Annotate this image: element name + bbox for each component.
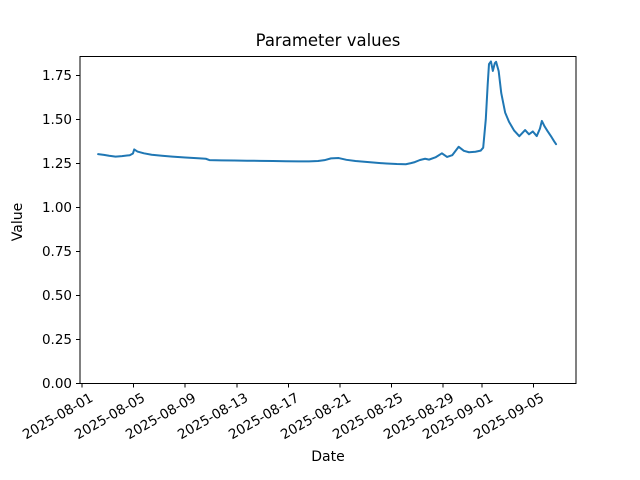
y-axis-label: Value (10, 202, 26, 242)
y-tick-label: 1.25 (41, 155, 72, 172)
y-tick-label: 1.50 (41, 111, 72, 128)
series-line-parameter-value (97, 60, 558, 166)
y-tick-label: 1.75 (41, 67, 72, 84)
y-tick-label: 0.50 (41, 287, 72, 304)
chart-title: Parameter values (255, 31, 401, 50)
axes-spines (79, 56, 577, 384)
y-tick-label: 0.25 (41, 331, 72, 348)
y-tick-label: 0.75 (41, 243, 72, 260)
y-tick-label: 0.00 (41, 375, 72, 392)
x-axis-label: Date (311, 449, 345, 465)
y-tick-label: 1.00 (41, 199, 72, 216)
